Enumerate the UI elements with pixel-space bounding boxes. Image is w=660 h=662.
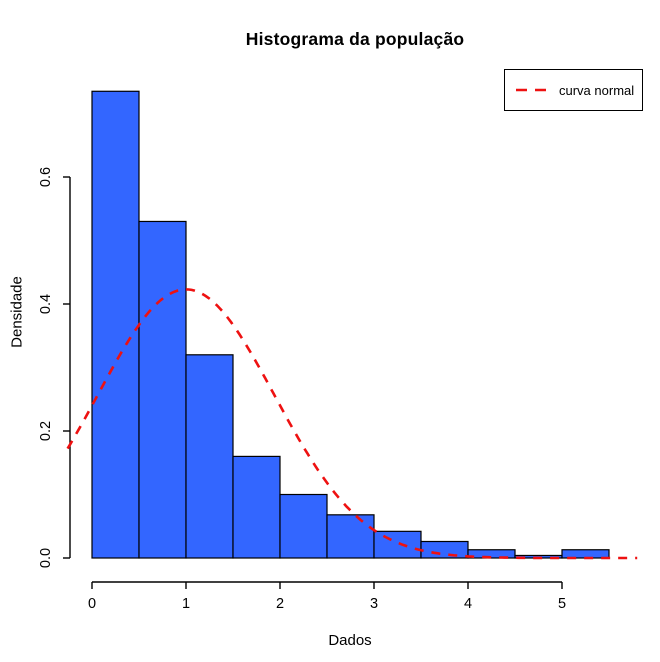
legend: curva normal: [504, 69, 643, 111]
x-tick-label: 2: [276, 596, 284, 612]
histogram-bar: [279, 493, 328, 559]
histogram-bar: [326, 514, 375, 559]
x-axis-label: Dados: [328, 632, 372, 649]
x-tick-label: 3: [370, 596, 378, 612]
chart-title: Histograma da população: [245, 29, 465, 49]
histogram-bar: [138, 220, 187, 559]
legend-dashed-line-icon: [516, 88, 550, 92]
legend-entry-label: curva normal: [559, 82, 635, 98]
histogram-bar: [232, 455, 281, 559]
x-tick-label: 1: [182, 596, 190, 612]
normal-curve: [66, 288, 638, 560]
y-tick-label: 0.6: [38, 167, 54, 187]
y-tick-label: 0.2: [38, 421, 54, 441]
histogram-bar: [373, 530, 422, 559]
x-tick-label: 0: [88, 596, 96, 612]
y-tick-label: 0.0: [38, 548, 54, 568]
y-axis-label: Densidade: [8, 276, 26, 348]
y-tick-label: 0.4: [38, 294, 54, 314]
histogram-bar: [91, 90, 140, 559]
x-tick-label: 5: [558, 596, 566, 612]
histogram-bar: [185, 354, 234, 559]
histogram-bar: [420, 540, 469, 559]
x-tick-label: 4: [464, 596, 472, 612]
histogram-bar: [467, 549, 516, 559]
